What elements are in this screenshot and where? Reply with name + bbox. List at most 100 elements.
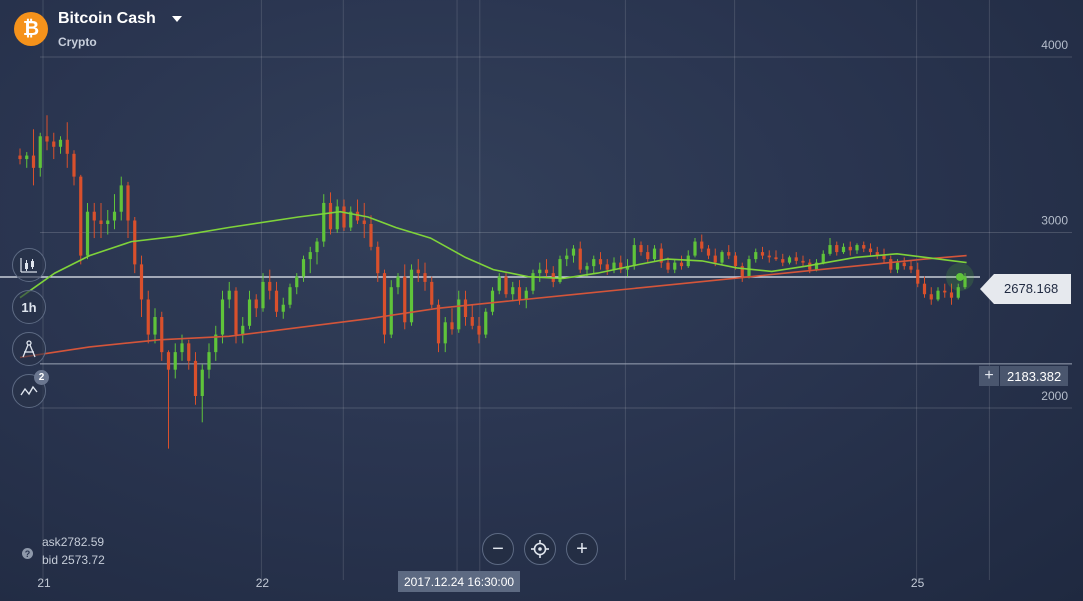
candle (693, 238, 697, 258)
candle (740, 262, 744, 282)
candle (301, 255, 306, 282)
chart-type-button[interactable] (12, 248, 46, 282)
drawing-tools-button[interactable] (12, 332, 46, 366)
candle (342, 199, 346, 232)
candle (855, 243, 859, 254)
candle (477, 317, 481, 344)
candle (673, 259, 677, 274)
candle (963, 273, 967, 289)
candle (281, 297, 285, 319)
candle (274, 281, 279, 318)
candle (551, 266, 555, 288)
candle (598, 252, 603, 270)
candle (639, 241, 643, 256)
time-axis: 212221:30:0023252621:30:00272821:30:00 (37, 576, 924, 590)
candle (295, 273, 299, 295)
indicator-wave-icon (20, 385, 38, 396)
timeframe-label: 1h (21, 299, 37, 315)
candle (794, 252, 798, 265)
candle (18, 148, 22, 165)
help-icon[interactable]: ? (22, 548, 33, 559)
candle (65, 122, 69, 168)
candle (200, 364, 204, 423)
vertical-grid (42, 0, 990, 580)
candle (160, 311, 164, 361)
candle (619, 255, 623, 274)
indicator-count-badge: 2 (34, 370, 49, 385)
reset-view-button[interactable] (524, 533, 556, 565)
candle (38, 132, 42, 177)
candle (902, 257, 906, 270)
horizontal-line-label: + 2183.382 (979, 366, 1069, 386)
candle (781, 253, 785, 267)
price-tick-label: 3000 (1041, 214, 1068, 228)
candle (565, 248, 569, 267)
bitcoin-cash-logo-icon: ₿ (14, 12, 48, 46)
candle (909, 260, 913, 274)
candle (99, 202, 103, 239)
candle (922, 276, 927, 298)
candle (605, 259, 609, 275)
candle (517, 280, 522, 305)
live-price-dot (956, 272, 964, 281)
candle (430, 276, 434, 309)
candle (25, 152, 29, 168)
ask-label: ask (42, 535, 61, 549)
horizontal-grid (40, 56, 1072, 409)
candle (821, 250, 825, 265)
candle (470, 304, 474, 330)
zoom-out-button[interactable]: − (482, 533, 514, 565)
candle (214, 325, 218, 361)
asset-category: Crypto (58, 35, 97, 49)
candle (484, 308, 488, 339)
candle (153, 308, 157, 344)
candle (531, 269, 535, 295)
zoom-in-button[interactable]: + (566, 533, 598, 565)
ask-value: 2782.59 (60, 535, 105, 549)
candle (754, 248, 758, 263)
add-line-plus-icon[interactable]: + (979, 366, 999, 386)
chevron-down-icon[interactable] (172, 16, 182, 22)
candle (666, 257, 670, 274)
current-price-value: 2678.168 (1004, 281, 1059, 296)
candle (247, 290, 252, 330)
candle (382, 269, 387, 344)
candle (747, 255, 751, 279)
candle (835, 241, 839, 256)
candle (889, 255, 893, 274)
candle (497, 273, 501, 295)
candle (376, 241, 380, 282)
candle (355, 199, 360, 225)
candle (288, 283, 292, 309)
candle (119, 176, 123, 221)
candle (166, 350, 171, 449)
candle (58, 136, 63, 154)
candle (625, 259, 630, 277)
candle (241, 317, 245, 344)
candle (268, 269, 272, 300)
candle (349, 206, 353, 232)
price-tick-label: 2000 (1041, 389, 1068, 403)
candle (571, 245, 576, 263)
plus-icon: + (576, 537, 588, 560)
candle (133, 216, 137, 274)
candle (193, 352, 198, 405)
candle (538, 262, 542, 282)
candle (220, 290, 225, 344)
asset-name[interactable]: Bitcoin Cash (58, 10, 156, 27)
indicators-button[interactable]: 2 (12, 370, 49, 408)
candle (261, 273, 265, 312)
candle (706, 245, 711, 260)
candle (79, 174, 83, 265)
price-tick-label: 4000 (1041, 38, 1068, 52)
candle (112, 194, 117, 230)
candle (828, 238, 832, 256)
candle (916, 262, 920, 288)
timeframe-button[interactable]: 1h (12, 290, 46, 324)
candle (936, 287, 940, 302)
candle (72, 150, 76, 186)
candle (396, 273, 400, 295)
candle (801, 255, 805, 267)
ask-quote: ask2782.59 (42, 535, 104, 549)
